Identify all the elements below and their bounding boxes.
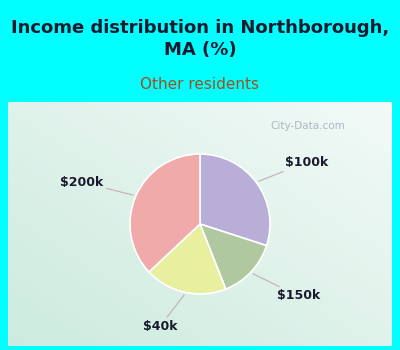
- Text: $200k: $200k: [60, 176, 133, 195]
- Text: Income distribution in Northborough,
MA (%): Income distribution in Northborough, MA …: [11, 19, 389, 59]
- Text: $100k: $100k: [259, 156, 328, 181]
- Wedge shape: [200, 224, 266, 289]
- Text: Other residents: Other residents: [140, 77, 260, 92]
- Wedge shape: [130, 154, 200, 272]
- Wedge shape: [200, 154, 270, 246]
- Text: City-Data.com: City-Data.com: [270, 121, 345, 131]
- Text: $150k: $150k: [253, 274, 320, 302]
- Wedge shape: [149, 224, 226, 294]
- Text: $40k: $40k: [142, 295, 184, 333]
